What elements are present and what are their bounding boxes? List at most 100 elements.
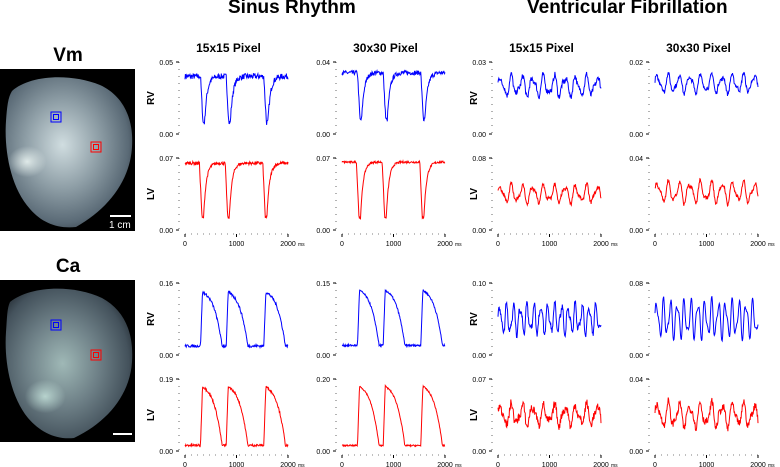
x-tick-label-2000-ca-lv-30x30-sr: 2000 [437, 462, 453, 467]
trace-ca-rv-15x15-vf [497, 300, 602, 339]
y-tick-label-top-ca-rv-30x30-vf: 0.08 [629, 281, 643, 288]
x-tick-label-1000-ca-lv-30x30-sr: 1000 [386, 462, 402, 467]
trace-vm-rv-15x15-vf [497, 71, 602, 100]
y-tick-label-top-vm-lv-30x30-vf: 0.04 [629, 156, 643, 163]
x-tick-label-2000-ca-lv-30x30-vf: 2000 [750, 462, 766, 467]
label-ca: Ca [55, 256, 81, 277]
x-tick-label-2000-vm-lv-30x30-vf: 2000 [750, 241, 766, 248]
y-tick-label-top-ca-lv-30x30-vf: 0.04 [629, 377, 643, 384]
y-tick-label-top-ca-lv-15x15-vf: 0.07 [472, 377, 486, 384]
y-tick-label-bottom-vm-lv-15x15-vf: 0.00 [472, 228, 486, 235]
y-tick-label-bottom-vm-rv-15x15-vf: 0.00 [472, 132, 486, 139]
region-label-vm-lv-15x15-vf: LV [469, 188, 480, 200]
trace-vm-rv-30x30-vf [654, 71, 759, 97]
trace-ca-rv-30x30-vf [654, 296, 759, 343]
trace-vm-lv-30x30-sr [341, 159, 446, 221]
x-tick-label-2000-ca-lv-15x15-sr: 2000 [280, 462, 296, 467]
y-tick-label-bottom-vm-rv-30x30-vf: 0.00 [629, 132, 643, 139]
y-tick-label-bottom-ca-rv-30x30-vf: 0.00 [629, 353, 643, 360]
roi-lv-vm [90, 141, 102, 153]
y-tick-label-bottom-ca-rv-15x15-sr: 0.00 [159, 353, 173, 360]
x-unit-ca-lv-30x30-vf: ms [768, 463, 775, 467]
x-tick-label-2000-vm-lv-30x30-sr: 2000 [437, 241, 453, 248]
y-tick-label-top-ca-rv-30x30-sr: 0.15 [316, 281, 330, 288]
x-tick-label-0-vm-lv-15x15-sr: 0 [183, 241, 187, 248]
x-tick-label-0-ca-lv-15x15-vf: 0 [496, 462, 500, 467]
x-tick-label-0-ca-lv-30x30-sr: 0 [340, 462, 344, 467]
region-label-ca-lv-15x15-sr: LV [146, 409, 157, 421]
x-tick-label-2000-ca-lv-15x15-vf: 2000 [593, 462, 609, 467]
x-tick-label-1000-vm-lv-15x15-vf: 1000 [542, 241, 558, 248]
heart-image-vm: 1 cm [0, 69, 135, 231]
y-tick-label-bottom-vm-lv-15x15-sr: 0.00 [159, 228, 173, 235]
region-label-ca-lv-15x15-vf: LV [469, 409, 480, 421]
region-label-vm-rv-15x15-sr: RV [146, 91, 157, 105]
y-tick-label-top-ca-rv-15x15-vf: 0.10 [472, 281, 486, 288]
roi-rv-ca [50, 319, 62, 331]
y-tick-label-bottom-vm-lv-30x30-sr: 0.00 [316, 228, 330, 235]
trace-ca-rv-15x15-sr [184, 290, 289, 350]
y-tick-label-top-vm-lv-30x30-sr: 0.07 [316, 156, 330, 163]
y-tick-label-top-vm-lv-15x15-vf: 0.08 [472, 156, 486, 163]
trace-vm-rv-15x15-sr [184, 71, 289, 125]
column-header-4: 30x30 Pixel [666, 41, 731, 55]
x-tick-label-1000-vm-lv-15x15-sr: 1000 [229, 241, 245, 248]
x-unit-vm-lv-15x15-vf: ms [611, 242, 618, 248]
column-header-1: 15x15 Pixel [196, 41, 261, 55]
y-tick-label-top-ca-lv-30x30-sr: 0.20 [316, 377, 330, 384]
y-tick-label-top-ca-lv-15x15-sr: 0.19 [159, 377, 173, 384]
y-tick-label-bottom-ca-lv-15x15-vf: 0.00 [472, 449, 486, 456]
trace-ca-lv-15x15-sr [184, 385, 289, 448]
x-tick-label-0-vm-lv-30x30-vf: 0 [653, 241, 657, 248]
y-tick-label-bottom-ca-rv-30x30-sr: 0.00 [316, 353, 330, 360]
column-header-2: 30x30 Pixel [353, 41, 418, 55]
heart-photo-ca [5, 288, 133, 439]
region-label-vm-rv-15x15-vf: RV [469, 91, 480, 105]
trace-ca-lv-30x30-vf [654, 397, 759, 432]
y-tick-label-bottom-vm-lv-30x30-vf: 0.00 [629, 228, 643, 235]
x-tick-label-1000-ca-lv-30x30-vf: 1000 [699, 462, 715, 467]
x-unit-ca-lv-30x30-sr: ms [455, 463, 462, 467]
y-tick-label-top-vm-rv-30x30-sr: 0.04 [316, 60, 330, 67]
x-unit-vm-lv-15x15-sr: ms [298, 242, 305, 248]
x-tick-label-1000-vm-lv-30x30-sr: 1000 [386, 241, 402, 248]
y-tick-label-bottom-ca-rv-15x15-vf: 0.00 [472, 353, 486, 360]
x-tick-label-0-vm-lv-30x30-sr: 0 [340, 241, 344, 248]
x-unit-vm-lv-30x30-vf: ms [768, 242, 775, 248]
y-tick-label-bottom-ca-lv-30x30-vf: 0.00 [629, 449, 643, 456]
x-tick-label-0-ca-lv-30x30-vf: 0 [653, 462, 657, 467]
y-tick-label-bottom-ca-lv-15x15-sr: 0.00 [159, 449, 173, 456]
trace-vm-lv-30x30-vf [654, 177, 759, 207]
y-tick-label-bottom-ca-lv-30x30-sr: 0.00 [316, 449, 330, 456]
roi-lv-ca [90, 349, 102, 361]
region-label-vm-lv-15x15-sr: LV [146, 188, 157, 200]
trace-ca-lv-30x30-sr [341, 384, 446, 448]
y-tick-label-top-vm-lv-15x15-sr: 0.07 [159, 156, 173, 163]
region-label-ca-rv-15x15-sr: RV [146, 312, 157, 326]
trace-ca-lv-15x15-vf [497, 399, 602, 430]
heart-photo-vm: 1 cm [5, 77, 133, 231]
x-tick-label-0-ca-lv-15x15-sr: 0 [183, 462, 187, 467]
x-tick-label-1000-vm-lv-30x30-vf: 1000 [699, 241, 715, 248]
region-label-ca-rv-15x15-vf: RV [469, 312, 480, 326]
x-tick-label-2000-vm-lv-15x15-vf: 2000 [593, 241, 609, 248]
roi-rv-vm [50, 111, 62, 123]
x-unit-vm-lv-30x30-sr: ms [455, 242, 462, 248]
x-tick-label-1000-ca-lv-15x15-vf: 1000 [542, 462, 558, 467]
x-unit-ca-lv-15x15-sr: ms [298, 463, 305, 467]
y-tick-label-top-vm-rv-15x15-sr: 0.05 [159, 60, 173, 67]
scale-bar-label: 1 cm [109, 220, 131, 231]
heart-image-ca [0, 280, 135, 442]
y-tick-label-bottom-vm-rv-30x30-sr: 0.00 [316, 132, 330, 139]
label-vm: Vm [53, 45, 83, 66]
trace-ca-rv-30x30-sr [341, 288, 446, 349]
column-header-3: 15x15 Pixel [509, 41, 574, 55]
scale-bar-vm [110, 215, 131, 217]
title-sinus-rhythm: Sinus Rhythm [228, 0, 356, 18]
trace-vm-lv-15x15-sr [184, 159, 289, 220]
x-tick-label-2000-vm-lv-15x15-sr: 2000 [280, 241, 296, 248]
x-unit-ca-lv-15x15-vf: ms [611, 463, 618, 467]
y-tick-label-bottom-vm-rv-15x15-sr: 0.00 [159, 132, 173, 139]
scale-bar-ca [113, 433, 132, 435]
